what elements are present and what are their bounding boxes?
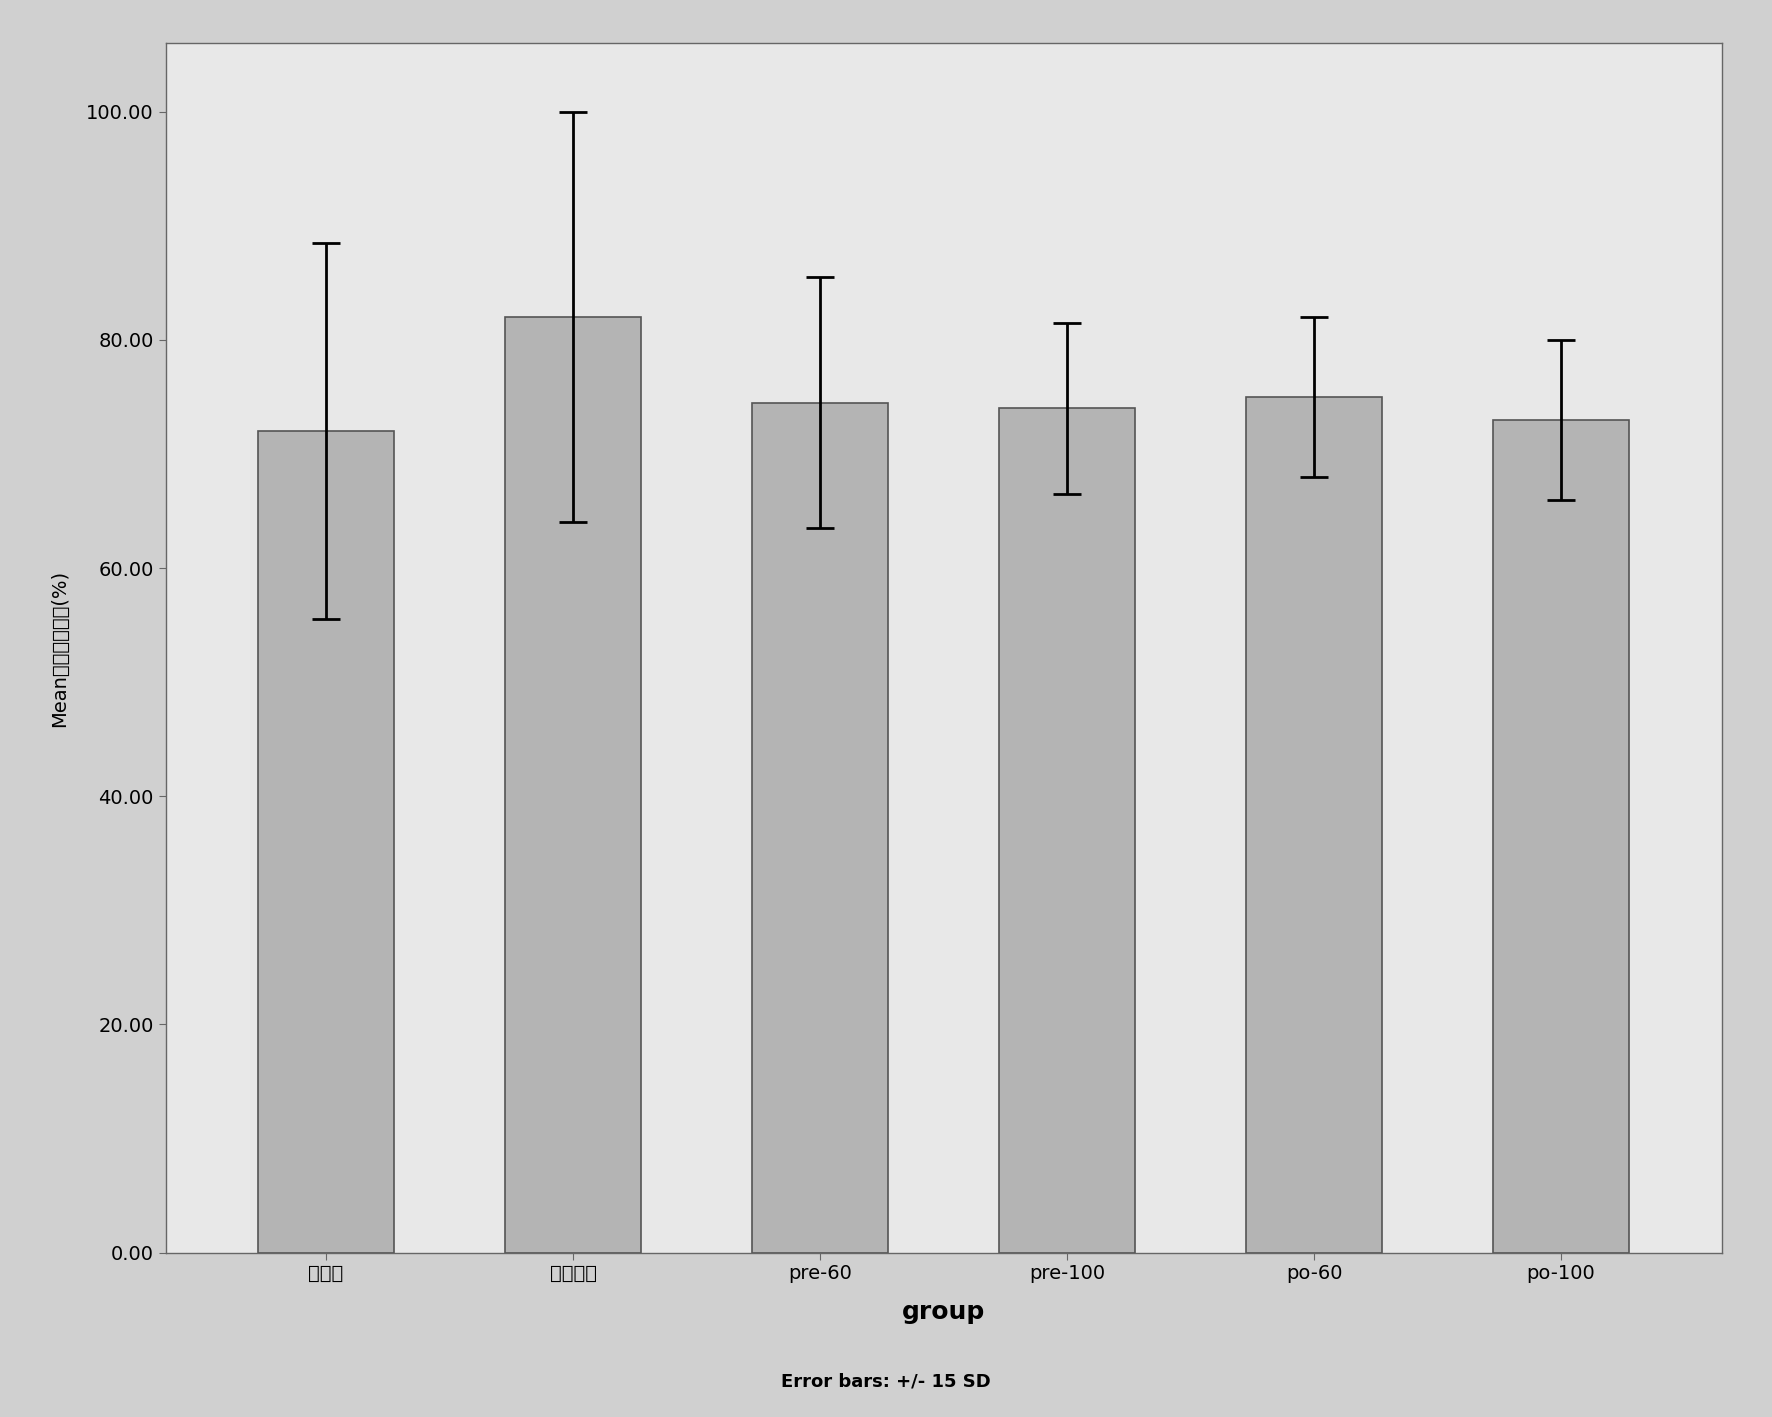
Text: Error bars: +/- 15 SD: Error bars: +/- 15 SD bbox=[781, 1373, 991, 1390]
Bar bbox=[751, 402, 888, 1253]
Bar bbox=[259, 431, 393, 1253]
Bar bbox=[1494, 419, 1628, 1253]
Bar bbox=[505, 317, 641, 1253]
Bar bbox=[1246, 397, 1382, 1253]
X-axis label: group: group bbox=[902, 1299, 985, 1323]
Y-axis label: Mean脑组织含水量(%): Mean脑组织含水量(%) bbox=[50, 570, 69, 727]
Bar bbox=[999, 408, 1134, 1253]
